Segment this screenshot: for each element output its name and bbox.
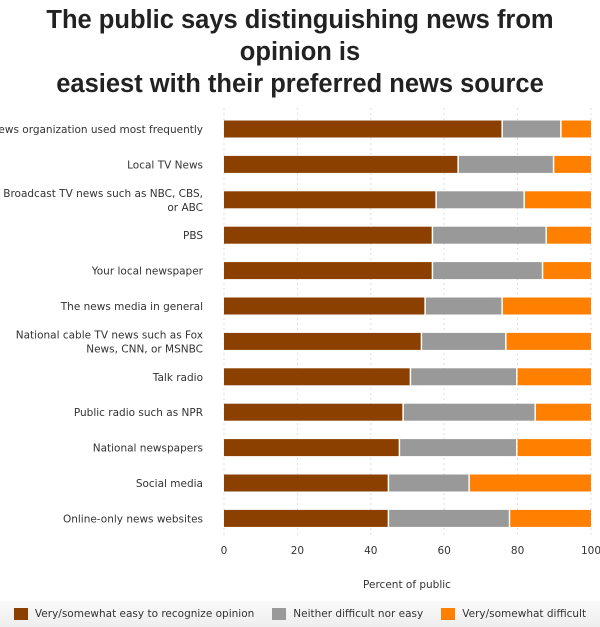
- bar-segment: [224, 509, 388, 527]
- x-tick-label: 80: [511, 545, 524, 557]
- legend-label: Neither difficult nor easy: [293, 608, 424, 620]
- bar-segment: [224, 474, 388, 492]
- category-label: The news media in general: [60, 301, 203, 313]
- x-tick-label: 0: [221, 545, 228, 557]
- bar-segment: [425, 297, 502, 315]
- bar-segment: [224, 403, 403, 421]
- legend-item: Very/somewhat easy to recognize opinion: [13, 608, 255, 620]
- bar-segment: [433, 262, 542, 280]
- bar-segment: [224, 191, 436, 209]
- bar-segment: [543, 262, 591, 280]
- category-label: Social media: [136, 478, 203, 490]
- x-axis-label: Percent of public: [363, 579, 451, 591]
- bar-segment: [422, 332, 506, 350]
- bar-segment: [517, 439, 591, 457]
- x-tick-label: 60: [438, 545, 451, 557]
- category-label: PBS: [183, 230, 203, 242]
- bar-segment: [502, 297, 591, 315]
- bar-segment: [546, 226, 591, 244]
- bar-segment: [224, 297, 425, 315]
- bar-segment: [436, 191, 524, 209]
- bar-segment: [506, 332, 591, 350]
- bar-segment: [224, 120, 502, 138]
- bar-segment: [224, 155, 458, 173]
- category-label: Online-only news websites: [63, 513, 203, 525]
- category-label: National cable TV news such as Fox News, …: [16, 329, 203, 355]
- category-label: Broadcast TV news such as NBC, CBS, or AB…: [3, 188, 203, 214]
- legend-swatch: [272, 608, 287, 620]
- bar-segment: [433, 226, 546, 244]
- bar-segment: [561, 120, 591, 138]
- legend-label: Very/somewhat difficult: [462, 608, 587, 620]
- legend-swatch: [441, 608, 456, 620]
- category-label: National newspapers: [93, 443, 203, 455]
- x-tick-label: 20: [291, 545, 304, 557]
- bar-segment: [411, 368, 517, 386]
- category-label: News organization used most frequently: [0, 124, 203, 136]
- legend: Very/somewhat easy to recognize opinion N…: [0, 601, 600, 627]
- bar-segment: [535, 403, 591, 421]
- bar-segment: [403, 403, 535, 421]
- stacked-bar-chart: 0 20 40 60 80 100 News organization used most …: [0, 108, 600, 591]
- legend-label: Very/somewhat easy to recognize opinion: [34, 608, 255, 620]
- bar-segment: [469, 474, 591, 492]
- bar-segment: [389, 474, 469, 492]
- x-tick-label: 100: [581, 545, 600, 557]
- bar-segment: [224, 439, 399, 457]
- bar-segment: [224, 368, 410, 386]
- legend-item: Very/somewhat difficult: [441, 608, 586, 620]
- chart-title: The public says distinguishing news from…: [46, 6, 554, 98]
- bar-segment: [458, 155, 553, 173]
- category-label: Talk radio: [152, 372, 203, 384]
- category-label: Local TV News: [127, 159, 203, 171]
- bar-segment: [510, 509, 591, 527]
- bar-segment: [524, 191, 591, 209]
- legend-item: Neither difficult nor easy: [272, 608, 423, 620]
- bar-segment: [517, 368, 591, 386]
- bar-segment: [554, 155, 591, 173]
- category-label: Your local newspaper: [91, 266, 204, 278]
- bar-segment: [224, 262, 432, 280]
- x-tick-label: 40: [364, 545, 377, 557]
- category-label: Public radio such as NPR: [74, 407, 203, 419]
- legend-swatch: [13, 608, 28, 620]
- bar-segment: [224, 226, 432, 244]
- bar-segment: [389, 509, 509, 527]
- bar-segment: [502, 120, 561, 138]
- bar-segment: [400, 439, 517, 457]
- bar-segment: [224, 332, 421, 350]
